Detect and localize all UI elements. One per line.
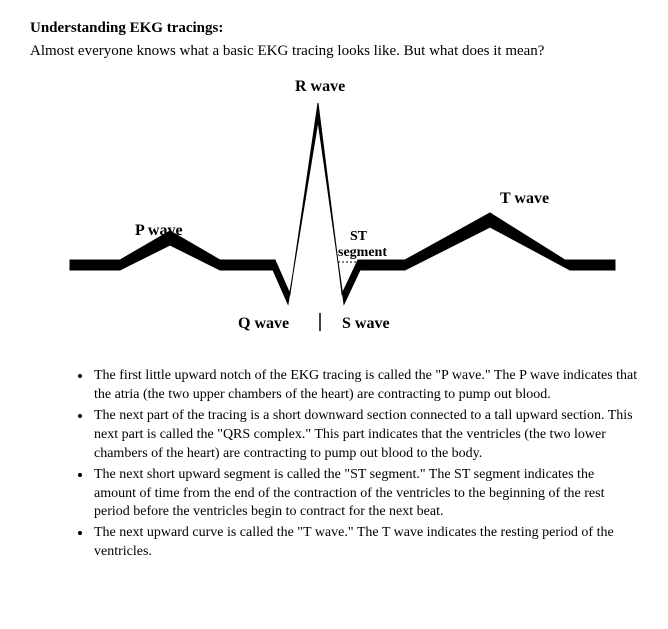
p-label: P wave (135, 222, 183, 239)
ekg-svg: R wave P wave T wave STsegment Q wave S wave (60, 73, 620, 353)
bullet-item: The next part of the tracing is a short … (92, 407, 638, 464)
intro-paragraph: Almost everyone knows what a basic EKG t… (30, 41, 638, 61)
t-label: T wave (500, 190, 549, 207)
segment-label: segment (338, 245, 387, 260)
ekg-diagram: R wave P wave T wave STsegment Q wave S wave (60, 73, 638, 353)
q-label: Q wave (238, 315, 289, 332)
page-heading: Understanding EKG tracings: (30, 20, 638, 37)
bullet-item: The next short upward segment is called … (92, 466, 638, 523)
bullet-item: The first little upward notch of the EKG… (92, 367, 638, 405)
bullet-item: The next upward curve is called the "T w… (92, 524, 638, 562)
s-label: S wave (342, 315, 390, 332)
r-label: R wave (295, 78, 345, 95)
bullet-list: The first little upward notch of the EKG… (92, 367, 638, 562)
st-label: ST (350, 229, 368, 244)
